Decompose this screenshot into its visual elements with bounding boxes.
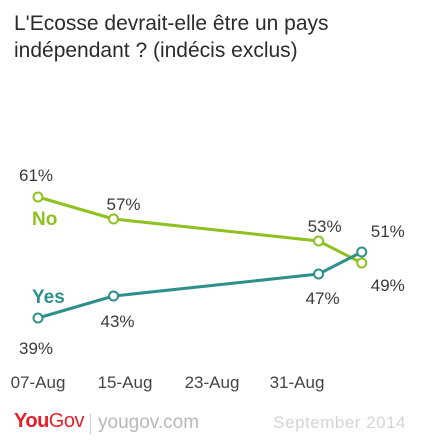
series-name-yes: Yes bbox=[32, 287, 65, 308]
series-line-yes bbox=[36, 250, 364, 320]
logo-you-text: You bbox=[14, 410, 49, 432]
footer: YouGov yougov.com September 2014 bbox=[0, 410, 422, 440]
publication-date: September 2014 bbox=[273, 413, 406, 432]
chart-title: L'Ecosse devrait-elle être un pays indép… bbox=[14, 10, 414, 64]
x-tick-label: 23-Aug bbox=[185, 373, 240, 392]
data-point-no bbox=[313, 235, 325, 247]
data-point-no bbox=[356, 257, 368, 269]
data-point-yes bbox=[356, 246, 368, 258]
chart-title-line-1: L'Ecosse devrait-elle être un pays bbox=[14, 12, 329, 35]
data-point-no bbox=[108, 213, 120, 225]
data-label: 57% bbox=[107, 195, 141, 214]
data-point-yes bbox=[108, 290, 120, 302]
x-tick-label: 15-Aug bbox=[98, 373, 153, 392]
data-point-yes bbox=[32, 312, 44, 324]
series-line-no bbox=[36, 195, 364, 265]
data-point-no bbox=[32, 191, 44, 203]
x-tick-label: 31-Aug bbox=[270, 373, 325, 392]
line-chart: 07-Aug 15-Aug 23-Aug 31-Aug 61% 57% 53% 49% No 39… bbox=[11, 166, 405, 392]
data-label: 49% bbox=[371, 276, 405, 295]
data-label: 61% bbox=[19, 166, 53, 185]
yougov-logo: YouGov bbox=[14, 410, 84, 433]
data-label: 51% bbox=[371, 222, 405, 241]
logo-gov-text: Gov bbox=[48, 410, 85, 432]
chart-title-line-2: indépendant ? (indécis exclus) bbox=[14, 39, 298, 62]
data-label: 43% bbox=[101, 312, 135, 331]
data-label: 39% bbox=[19, 339, 53, 358]
site-url: yougov.com bbox=[98, 412, 200, 433]
series-name-no: No bbox=[32, 209, 57, 230]
data-label: 47% bbox=[306, 289, 340, 308]
data-point-yes bbox=[313, 268, 325, 280]
data-label: 53% bbox=[308, 217, 342, 236]
footer-divider bbox=[90, 413, 91, 435]
x-tick-label: 07-Aug bbox=[11, 373, 66, 392]
